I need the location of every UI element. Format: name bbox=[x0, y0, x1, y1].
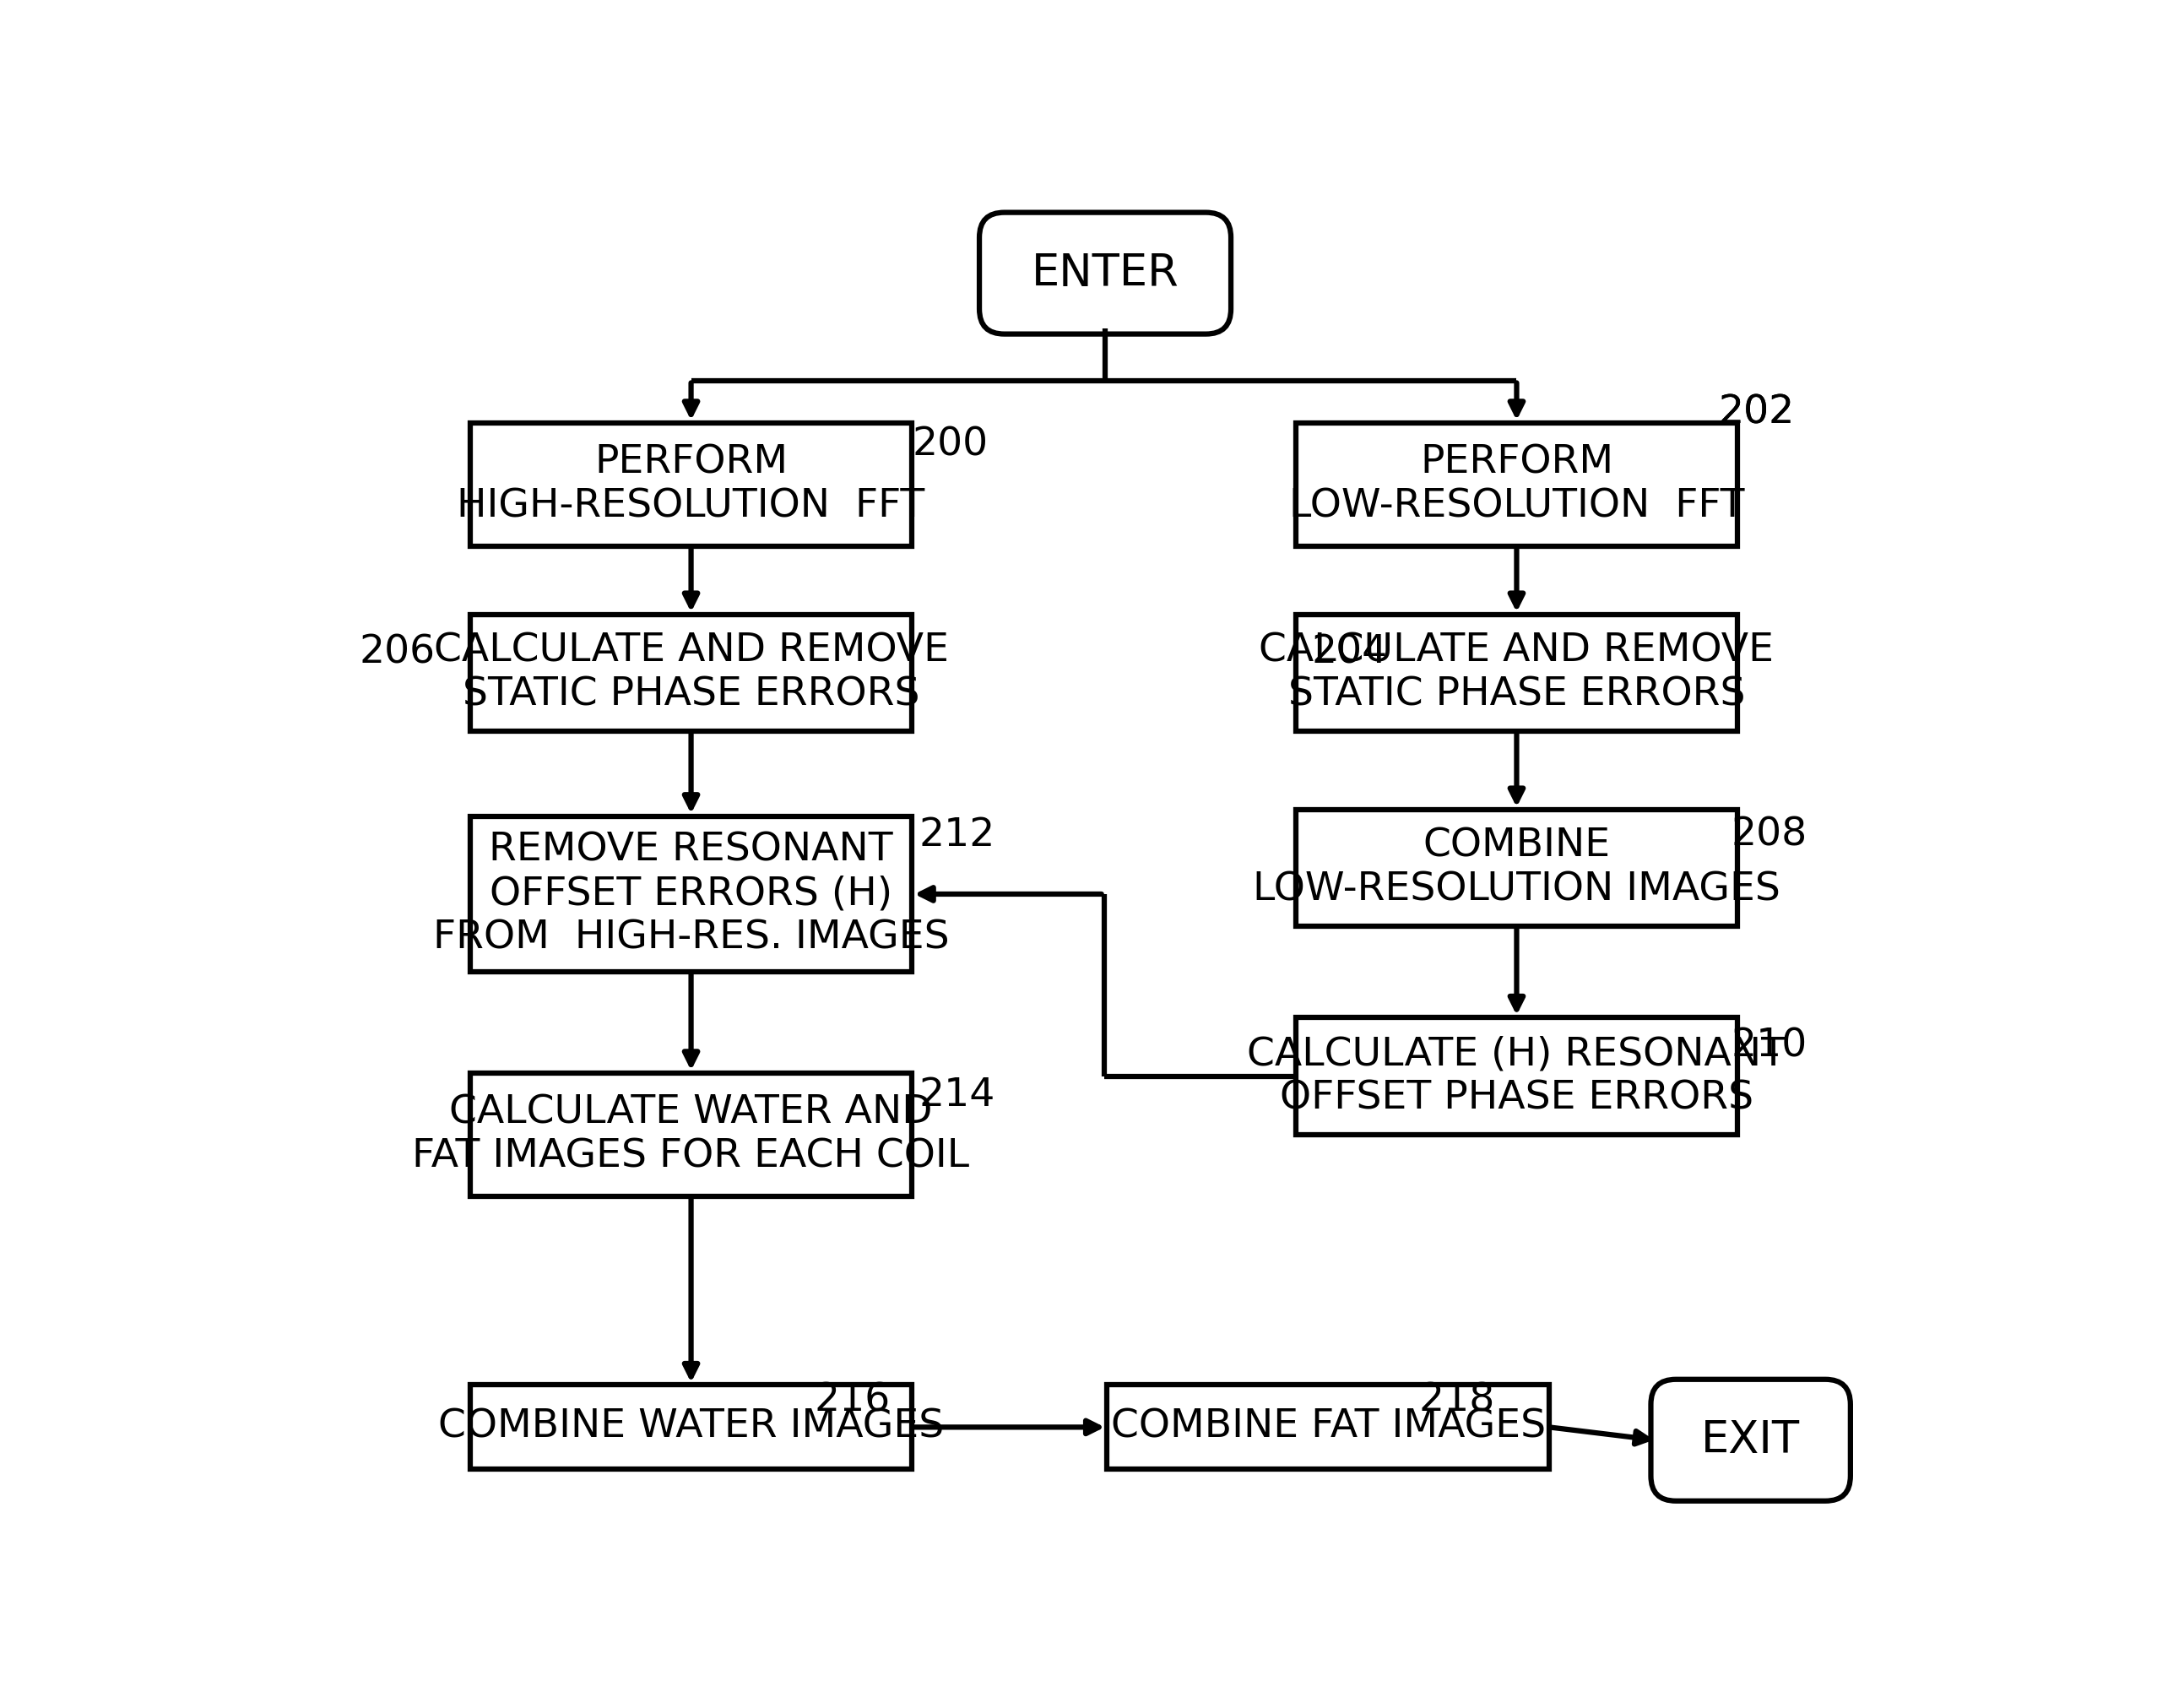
Text: 206: 206 bbox=[360, 634, 436, 671]
Text: CALCULATE AND REMOVE
STATIC PHASE ERRORS: CALCULATE AND REMOVE STATIC PHASE ERRORS bbox=[434, 632, 949, 714]
Bar bbox=[470, 816, 912, 972]
Text: PERFORM
HIGH-RESOLUTION  FFT: PERFORM HIGH-RESOLUTION FFT bbox=[457, 444, 925, 526]
Text: CALCULATE (H) RESONANT
OFFSET PHASE ERRORS: CALCULATE (H) RESONANT OFFSET PHASE ERRO… bbox=[1247, 1035, 1786, 1117]
Text: COMBINE WATER IMAGES: COMBINE WATER IMAGES bbox=[438, 1407, 945, 1447]
Bar bbox=[470, 1385, 912, 1469]
Bar bbox=[1107, 1385, 1549, 1469]
Text: 218: 218 bbox=[1419, 1382, 1495, 1419]
Text: COMBINE
LOW-RESOLUTION IMAGES: COMBINE LOW-RESOLUTION IMAGES bbox=[1253, 827, 1780, 909]
Text: CALCULATE AND REMOVE
STATIC PHASE ERRORS: CALCULATE AND REMOVE STATIC PHASE ERRORS bbox=[1260, 632, 1773, 714]
Text: 210: 210 bbox=[1732, 1027, 1808, 1066]
Text: PERFORM
LOW-RESOLUTION  FFT: PERFORM LOW-RESOLUTION FFT bbox=[1290, 444, 1745, 526]
Text: 212: 212 bbox=[919, 816, 994, 854]
Bar bbox=[470, 1073, 912, 1196]
Text: CALCULATE WATER AND
FAT IMAGES FOR EACH COIL: CALCULATE WATER AND FAT IMAGES FOR EACH … bbox=[412, 1093, 971, 1175]
Text: REMOVE RESONANT
OFFSET ERRORS (H)
FROM  HIGH-RES. IMAGES: REMOVE RESONANT OFFSET ERRORS (H) FROM H… bbox=[434, 832, 949, 956]
Text: COMBINE FAT IMAGES: COMBINE FAT IMAGES bbox=[1111, 1407, 1547, 1447]
Text: EXIT: EXIT bbox=[1702, 1418, 1801, 1462]
FancyBboxPatch shape bbox=[1650, 1380, 1851, 1501]
FancyBboxPatch shape bbox=[979, 212, 1232, 335]
Text: 202: 202 bbox=[1719, 393, 1795, 432]
Bar bbox=[1296, 810, 1739, 926]
Bar bbox=[1296, 615, 1739, 731]
Bar bbox=[1296, 424, 1739, 547]
Text: 204: 204 bbox=[1311, 634, 1389, 671]
Bar bbox=[470, 615, 912, 731]
Text: ENTER: ENTER bbox=[1031, 251, 1180, 295]
Text: 208: 208 bbox=[1732, 816, 1808, 854]
Bar bbox=[1296, 1018, 1739, 1134]
Text: 202: 202 bbox=[1719, 393, 1795, 432]
Bar bbox=[470, 424, 912, 547]
Text: 200: 200 bbox=[912, 425, 988, 465]
Text: 216: 216 bbox=[815, 1382, 891, 1419]
Text: 214: 214 bbox=[919, 1076, 994, 1114]
